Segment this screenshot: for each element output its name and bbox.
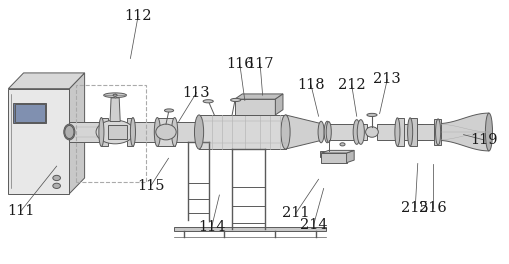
Ellipse shape	[96, 120, 134, 144]
Ellipse shape	[103, 93, 126, 98]
Ellipse shape	[340, 143, 345, 146]
Text: 112: 112	[124, 10, 152, 23]
Polygon shape	[437, 113, 488, 151]
Polygon shape	[416, 124, 437, 140]
Text: 215: 215	[401, 201, 428, 215]
Polygon shape	[397, 118, 403, 146]
Ellipse shape	[366, 113, 376, 116]
Text: 214: 214	[299, 218, 327, 232]
Polygon shape	[101, 117, 107, 147]
Ellipse shape	[394, 118, 399, 146]
Text: 213: 213	[373, 73, 400, 87]
Ellipse shape	[156, 124, 176, 140]
Ellipse shape	[203, 100, 213, 103]
Ellipse shape	[64, 124, 75, 140]
Ellipse shape	[356, 120, 363, 144]
Ellipse shape	[154, 117, 160, 147]
Polygon shape	[285, 115, 321, 149]
Text: 118: 118	[297, 78, 324, 92]
Ellipse shape	[230, 98, 240, 102]
Ellipse shape	[113, 94, 117, 96]
Text: 211: 211	[281, 206, 309, 220]
Text: 113: 113	[182, 86, 210, 100]
Polygon shape	[127, 117, 133, 147]
Polygon shape	[321, 153, 346, 163]
Ellipse shape	[324, 121, 330, 143]
Text: 216: 216	[418, 201, 446, 215]
Text: 119: 119	[469, 133, 497, 147]
Polygon shape	[174, 122, 199, 142]
Polygon shape	[69, 73, 84, 194]
Ellipse shape	[365, 127, 378, 137]
Polygon shape	[234, 99, 275, 115]
Polygon shape	[8, 89, 69, 194]
Polygon shape	[319, 151, 337, 157]
Polygon shape	[199, 115, 285, 149]
Polygon shape	[346, 150, 353, 163]
Text: 117: 117	[246, 57, 273, 71]
Bar	[15, 104, 45, 122]
Polygon shape	[328, 124, 366, 140]
Text: 116: 116	[225, 57, 253, 71]
Polygon shape	[107, 125, 127, 139]
Ellipse shape	[318, 121, 324, 143]
Ellipse shape	[164, 109, 173, 112]
Ellipse shape	[53, 175, 61, 181]
Polygon shape	[433, 119, 440, 145]
Text: 111: 111	[7, 204, 35, 218]
Polygon shape	[234, 94, 282, 99]
Polygon shape	[133, 122, 158, 142]
Ellipse shape	[65, 125, 74, 139]
Polygon shape	[275, 94, 282, 115]
Polygon shape	[110, 98, 120, 121]
Ellipse shape	[53, 183, 61, 188]
Ellipse shape	[280, 115, 290, 149]
Polygon shape	[409, 118, 416, 146]
Polygon shape	[173, 227, 326, 231]
Text: 212: 212	[337, 78, 365, 92]
Ellipse shape	[155, 122, 161, 142]
Ellipse shape	[194, 115, 203, 149]
Polygon shape	[376, 124, 422, 140]
Ellipse shape	[99, 122, 105, 142]
Polygon shape	[8, 73, 84, 89]
Text: 114: 114	[197, 220, 225, 234]
Ellipse shape	[407, 118, 412, 146]
Ellipse shape	[130, 117, 135, 147]
Polygon shape	[69, 122, 102, 142]
Text: 115: 115	[137, 179, 164, 193]
Ellipse shape	[326, 122, 331, 142]
Ellipse shape	[171, 117, 177, 147]
Polygon shape	[321, 150, 353, 153]
Ellipse shape	[485, 113, 492, 151]
Ellipse shape	[435, 119, 440, 145]
Ellipse shape	[352, 120, 359, 144]
Bar	[13, 103, 46, 123]
Polygon shape	[157, 117, 174, 147]
Ellipse shape	[99, 117, 104, 147]
